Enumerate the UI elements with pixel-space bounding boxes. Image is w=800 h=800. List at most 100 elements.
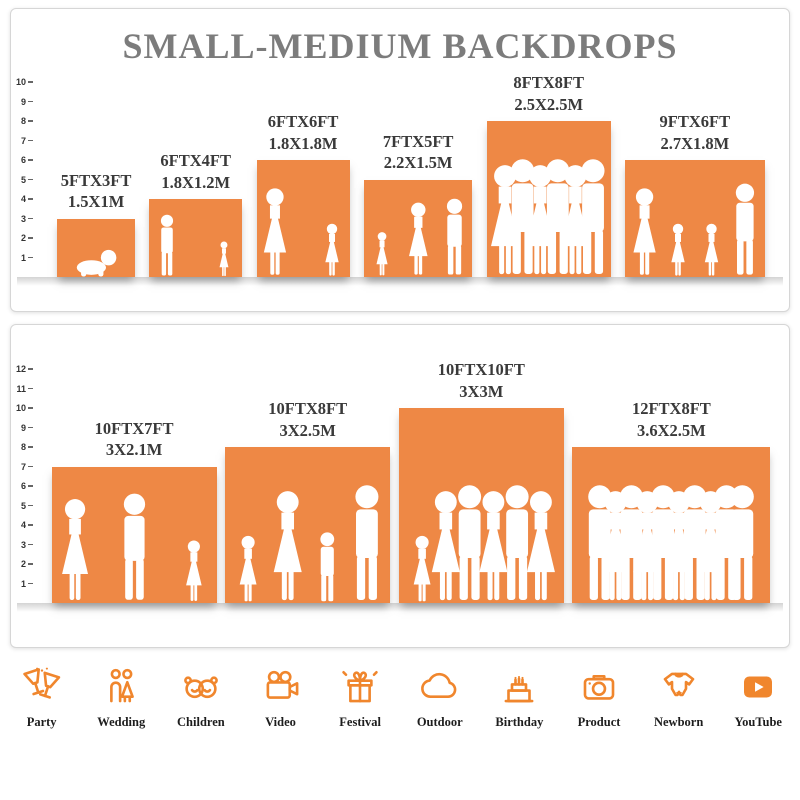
floor-shadow-bottom	[17, 603, 783, 612]
newborn-icon	[663, 672, 694, 697]
ruler-tick-8: 8	[14, 441, 33, 453]
backdrop-size-label: 10FTX7FT 3X2.1M	[95, 418, 174, 461]
birthday-icon	[504, 675, 534, 703]
children-icon	[183, 676, 218, 699]
silhouette-group	[77, 249, 117, 277]
backdrop-size-label: 12FTX8FT 3.6X2.5M	[632, 398, 711, 441]
size-meters: 1.8X1.2M	[161, 172, 231, 192]
category-label: Video	[265, 715, 296, 729]
size-feet: 10FTX8FT	[268, 399, 348, 419]
product-icon	[583, 675, 615, 700]
backdrop-size-label: 6FTX6FT 1.8X1.8M	[268, 111, 339, 154]
silhouette-group	[588, 485, 755, 601]
panel-small-medium: SMALL-MEDIUM BACKDROPS 1 2 3 4 5 6 7 8 9 10 5FTX3…	[10, 8, 790, 312]
silhouette-group	[161, 214, 229, 277]
ruler-feet-bottom: 1 2 3 4 5 6 7 8 9 10 11 12	[11, 325, 37, 647]
ruler-feet-top: 1 2 3 4 5 6 7 8 9 10	[11, 9, 37, 311]
ruler-tick-6: 6	[14, 154, 33, 166]
size-meters: 2.5X2.5M	[514, 94, 584, 114]
category-newborn: Newborn	[641, 666, 717, 730]
backdrop-5ftx3ft: 5FTX3FT 1.5X1M	[57, 170, 135, 277]
floor-shadow-top	[17, 277, 783, 286]
size-feet: 7FTX5FT	[382, 131, 454, 151]
category-birthday: Birthday	[481, 666, 557, 730]
backdrop-rect	[398, 408, 564, 603]
backdrop-10ftx7ft: 10FTX7FT 3X2.1M	[51, 418, 217, 603]
backdrop-rect	[57, 218, 135, 277]
ruler-tick-9: 9	[14, 96, 33, 108]
ruler-tick-1: 1	[14, 252, 33, 264]
backdrop-10ftx8ft: 10FTX8FT 3X2.5M	[225, 398, 391, 603]
category-label: Children	[177, 715, 225, 729]
ruler-tick-10: 10	[14, 76, 33, 88]
category-party: Party	[4, 666, 80, 730]
ruler-tick-5: 5	[14, 174, 33, 186]
ruler-tick-12: 12	[14, 363, 33, 375]
category-label: Birthday	[495, 715, 544, 729]
size-feet: 6FTX6FT	[267, 112, 339, 132]
size-feet: 10FTX10FT	[437, 360, 525, 380]
ruler-tick-5: 5	[14, 500, 33, 512]
backdrop-6ftx4ft: 6FTX4FT 1.8X1.2M	[149, 150, 243, 277]
backdrop-9ftx6ft: 9FTX6FT 2.7X1.8M	[625, 111, 765, 277]
backdrop-row-bottom: 10FTX7FT 3X2.1M 10FTX8FT 3X2.5M	[43, 359, 779, 603]
ruler-tick-3: 3	[14, 213, 33, 225]
silhouette-group	[633, 183, 755, 276]
ruler-tick-1: 1	[14, 578, 33, 590]
category-video: Video	[243, 666, 319, 730]
size-meters: 2.7X1.8M	[660, 133, 730, 153]
backdrop-rect	[625, 160, 765, 277]
category-label: Wedding	[97, 715, 146, 729]
wedding-icon	[110, 668, 135, 703]
backdrop-rect	[256, 160, 350, 277]
size-meters: 2.2X1.5M	[383, 153, 453, 173]
silhouette-group	[239, 485, 379, 602]
category-label: YouTube	[734, 715, 783, 729]
backdrop-12ftx8ft: 12FTX8FT 3.6X2.5M	[572, 398, 771, 603]
silhouette-group	[263, 188, 339, 276]
backdrop-rect	[572, 447, 771, 603]
category-festival: Festival	[322, 666, 398, 730]
size-meters: 3X2.5M	[279, 420, 336, 440]
backdrop-7ftx5ft: 7FTX5FT 2.2X1.5M	[363, 131, 473, 277]
silhouette-group	[61, 493, 202, 601]
ruler-tick-4: 4	[14, 193, 33, 205]
category-children: Children	[163, 666, 239, 730]
size-feet: 6FTX4FT	[160, 151, 231, 171]
ruler-tick-9: 9	[14, 422, 33, 434]
size-meters: 3X3M	[459, 381, 504, 401]
ruler-tick-2: 2	[14, 558, 33, 570]
size-feet: 10FTX7FT	[94, 418, 174, 438]
silhouette-group	[413, 485, 555, 602]
ruler-tick-4: 4	[14, 519, 33, 531]
backdrop-rect	[486, 121, 611, 277]
backdrop-rect	[51, 466, 217, 603]
size-meters: 3X2.1M	[105, 440, 163, 460]
ruler-tick-7: 7	[14, 135, 33, 147]
category-label: Newborn	[653, 715, 704, 729]
backdrop-size-label: 9FTX6FT 2.7X1.8M	[660, 111, 731, 154]
size-feet: 9FTX6FT	[659, 112, 731, 132]
ruler-tick-8: 8	[14, 115, 33, 127]
backdrop-size-label: 5FTX3FT 1.5X1M	[61, 170, 132, 213]
ruler-tick-3: 3	[14, 539, 33, 551]
ruler-tick-11: 11	[14, 383, 33, 395]
size-meters: 3.6X2.5M	[637, 420, 706, 440]
backdrop-size-label: 10FTX8FT 3X2.5M	[268, 398, 347, 441]
backdrop-6ftx6ft: 6FTX6FT 1.8X1.8M	[256, 111, 350, 277]
ruler-tick-10: 10	[14, 402, 33, 414]
festival-icon	[342, 670, 378, 703]
outdoor-icon	[420, 672, 457, 698]
backdrop-row-top: 5FTX3FT 1.5X1M 6FTX4FT 1.8X1.2M 6FTX6FT 1.8…	[43, 72, 779, 277]
category-label: Outdoor	[416, 715, 463, 729]
video-icon	[266, 670, 298, 699]
party-icon	[22, 667, 60, 699]
backdrop-rect	[149, 199, 243, 277]
category-product: Product	[561, 666, 637, 730]
category-outdoor: Outdoor	[402, 666, 478, 730]
silhouette-group	[376, 198, 463, 276]
backdrop-size-label: 6FTX4FT 1.8X1.2M	[160, 150, 231, 193]
ruler-tick-2: 2	[14, 232, 33, 244]
ruler-tick-7: 7	[14, 461, 33, 473]
